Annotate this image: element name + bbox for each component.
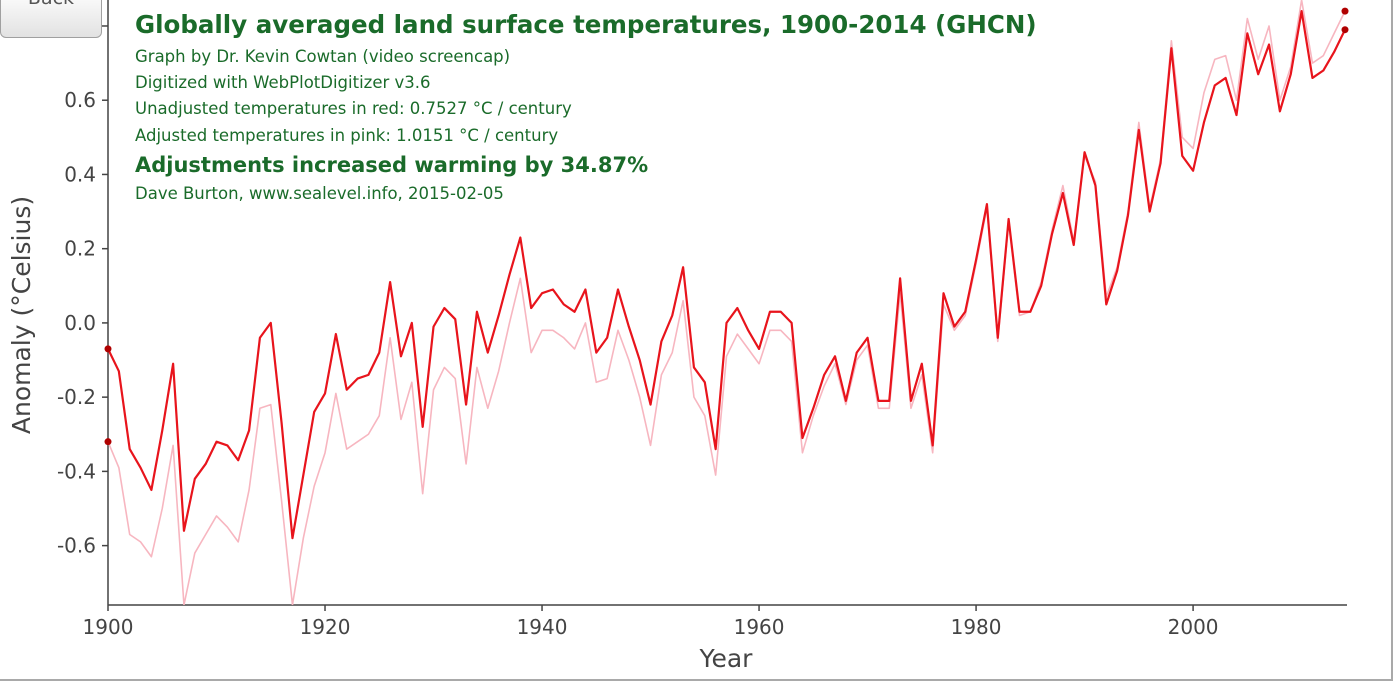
endpoint-marker: [104, 345, 112, 353]
credit-digitizer: Digitized with WebPlotDigitizer v3.6: [135, 73, 431, 92]
endpoint-markers: [104, 7, 1349, 446]
endpoint-marker: [1341, 26, 1349, 34]
x-axis-label: Year: [699, 644, 754, 673]
y-tick-label: 0.4: [64, 162, 96, 186]
endpoint-marker: [1341, 7, 1349, 15]
back-button[interactable]: Back: [0, 0, 102, 38]
endpoint-marker: [104, 438, 112, 446]
adjustment-headline: Adjustments increased warming by 34.87%: [135, 153, 649, 177]
x-tick-label: 1980: [951, 615, 1002, 639]
x-tick-label: 1920: [300, 615, 351, 639]
back-button-label: Back: [28, 0, 74, 9]
y-tick-label: -0.2: [57, 385, 96, 409]
y-tick-label: 0.2: [64, 237, 96, 261]
y-axis-label: Anomaly (°Celsius): [7, 196, 36, 434]
y-tick-label: -0.4: [57, 459, 96, 483]
chart-title: Globally averaged land surface temperatu…: [135, 10, 1037, 39]
series-line-pink: [108, 0, 1346, 605]
adjusted-trend-note: Adjusted temperatures in pink: 1.0151 °C…: [135, 126, 559, 145]
y-tick-label: 0.0: [64, 311, 96, 335]
x-tick-label: 2000: [1168, 615, 1219, 639]
series-line-red: [108, 10, 1346, 540]
y-tick-label: -0.6: [57, 534, 96, 558]
unadjusted-trend-note: Unadjusted temperatures in red: 0.7527 °…: [135, 99, 572, 118]
x-tick-label: 1960: [734, 615, 785, 639]
series-layer: [108, 0, 1346, 605]
author-credit: Dave Burton, www.sealevel.info, 2015-02-…: [135, 184, 504, 203]
x-tick-label: 1900: [83, 615, 134, 639]
y-tick-label: 0.6: [64, 88, 96, 112]
chart-axes: -0.6-0.4-0.20.00.20.40.60.81900192019401…: [57, 0, 1347, 639]
credit-graph: Graph by Dr. Kevin Cowtan (video screenc…: [135, 47, 511, 66]
x-tick-label: 1940: [517, 615, 568, 639]
